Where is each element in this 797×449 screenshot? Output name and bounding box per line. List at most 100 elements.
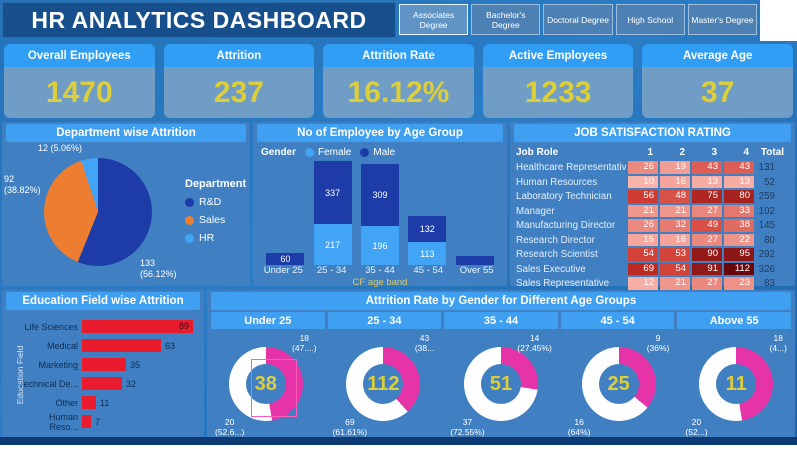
total-cell: 83 [764,278,775,289]
filter-button-bachelor-s-degree[interactable]: Bachelor's Degree [471,4,541,35]
gender-legend-item-female[interactable]: Female [305,147,351,158]
rating-cell: 48 [660,190,690,203]
donut-chart[interactable]: 25 [581,347,656,421]
rating-cell: 90 [692,248,722,261]
column-header-job-role: Job Role [516,146,559,158]
education-bar[interactable] [82,339,161,352]
education-axis-title: Education Field [15,345,25,405]
pie-label-hr: 12 (5.06%) [38,143,82,154]
pie-label-r-d: 133 (56.12%) [140,258,177,280]
donut-total-value: 25 [607,372,630,395]
job-role-label: Healthcare Representative [516,162,626,173]
pie-label-line: 92 [4,174,15,184]
age-group-header-under-25[interactable]: Under 25 [211,312,325,329]
education-bar[interactable] [82,358,126,371]
legend-item-hr[interactable]: HR [185,232,246,244]
legend-item-sales[interactable]: Sales [185,214,246,226]
legend-label: Male [373,147,396,158]
female-pct: (47....) [292,343,317,353]
gender-legend-title: Gender [261,147,297,158]
gender-legend-item-male[interactable]: Male [360,147,395,158]
rating-cell: 26 [628,161,658,174]
department-pie-chart[interactable] [44,158,152,266]
legend-label: Sales [199,214,226,226]
education-value: 63 [165,340,176,351]
education-bar[interactable]: 89 [82,320,193,333]
filter-button-high-school[interactable]: High School [615,4,685,35]
female-callout-label: 18 (4...) [770,333,787,353]
rating-cell: 16 [660,175,690,189]
age-bar-under-25[interactable]: 60 [266,161,305,265]
age-bar-over-55[interactable] [455,161,494,265]
age-bar-45-54[interactable]: 132 113 [408,161,447,265]
rating-cell: 26 [628,219,658,232]
department-pie-area: Department R&D Sales HR 133 (56.12%) 92 (38.8… [2,143,250,286]
rating-cell: 27 [692,233,722,247]
age-axis-title: CF age band [352,277,408,288]
kpi-card-attrition: Attrition 237 [163,44,315,118]
kpi-value: 1470 [4,67,155,118]
education-bar[interactable] [82,377,122,390]
rating-cell: 21 [628,204,658,218]
education-category-label: Human Reso... [48,411,78,432]
filter-button-master-s-degree[interactable]: Master's Degree [687,4,758,35]
female-value: 14 [529,333,540,343]
education-bar-row-life-sciences: Life Sciences 89 [18,317,202,336]
age-group-header-above-55[interactable]: Above 55 [677,312,791,329]
female-segment: 217 [313,224,352,265]
education-bar[interactable] [82,396,96,409]
age-group-header-45-54[interactable]: 45 - 54 [560,312,675,329]
age-group-header-35-44[interactable]: 35 - 44 [444,312,558,329]
table-row-sales-executive: Sales Executive 69 54 91 112 326 [516,262,789,276]
donut-chart[interactable]: 51 [463,347,538,421]
donut-chart[interactable]: 38 [228,347,303,421]
filter-button-doctoral-degree[interactable]: Doctoral Degree [543,4,613,35]
female-callout-label: 43 (38... [415,333,434,353]
age-bar-35-44[interactable]: 309 196 [360,161,399,265]
column-header-3: 3 [711,146,717,158]
female-segment: 196 [360,226,399,265]
education-bar-row-human-reso: Human Reso... 7 [18,411,202,432]
kpi-card-average-age: Average Age 37 [642,44,793,118]
panel-title-job-satisfaction: JOB SATISFACTION RATING [514,124,791,142]
age-bar-25-34[interactable]: 337 217 [313,161,352,265]
panel-title-attrition-by-gender: Attrition Rate by Gender for Different A… [211,292,791,310]
rating-cell: 91 [692,262,722,276]
job-role-label: Research Scientist [516,249,598,260]
total-cell: 52 [764,176,775,188]
attrition-by-gender-panel: Attrition Rate by Gender for Different A… [207,290,795,438]
donut-hole: 11 [716,364,757,404]
male-pct: (61.61%) [332,427,368,437]
education-bar[interactable] [82,415,91,428]
legend-dot [185,233,194,243]
kpi-value: 237 [163,67,315,118]
male-segment: 309 [360,164,399,226]
table-header-row: Job Role 1 2 3 4 Total [516,144,789,160]
female-value: 18 [299,333,310,343]
legend-item-r-d[interactable]: R&D [185,196,246,208]
male-callout-label: 37 (72.55%) [450,417,485,437]
legend-title: Department [185,178,247,190]
education-category-label: Technical De... [18,378,78,389]
donut-total-value: 51 [489,372,513,395]
job-satisfaction-panel: JOB SATISFACTION RATING Job Role 1 2 3 4 Tota… [510,122,795,290]
pie-label-line: (56.12%) [140,269,177,279]
donut-chart[interactable]: 112 [346,347,421,421]
rating-cell: 112 [724,262,754,276]
filter-button-associates-degree[interactable]: Associates Degree [399,4,469,35]
rating-cell: 43 [724,161,754,174]
table-row-laboratory-technician: Laboratory Technician 56 48 75 80 259 [516,190,789,204]
panel-title-department-attrition: Department wise Attrition [6,124,246,142]
rating-cell: 21 [660,204,690,218]
job-satisfaction-table: Job Role 1 2 3 4 Total Healthcare Representati… [510,144,795,291]
legend-label: Female [318,147,352,158]
donut-chart[interactable]: 11 [699,347,774,421]
donut-total-value: 112 [367,372,400,395]
male-value: 69 [345,417,355,427]
employee-age-group-panel: No of Employee by Age Group Gender Femal… [253,122,507,288]
female-segment: 113 [408,242,447,265]
donut-total-value: 11 [725,372,747,395]
female-value: 18 [773,333,783,343]
age-group-header-25-34[interactable]: 25 - 34 [327,312,442,329]
education-value: 89 [178,321,189,331]
